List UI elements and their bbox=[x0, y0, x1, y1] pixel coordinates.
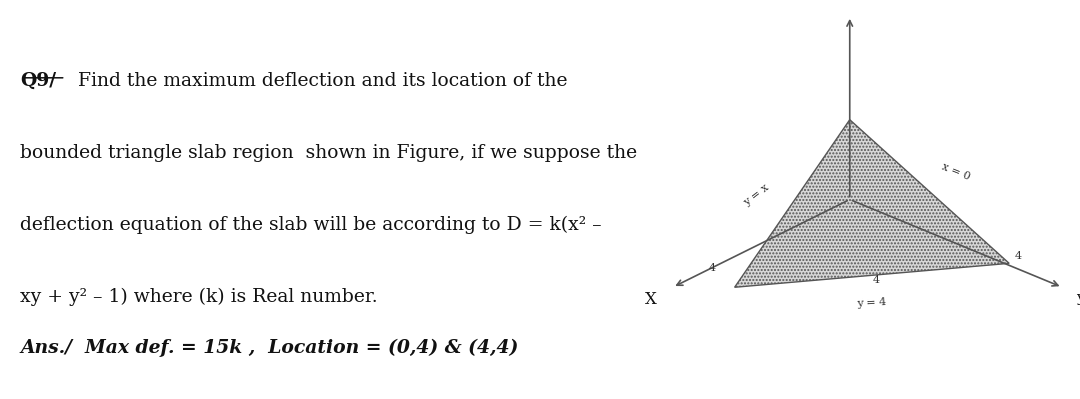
Text: deflection equation of the slab will be according to D = k(x² –: deflection equation of the slab will be … bbox=[21, 215, 602, 234]
Text: Find the maximum deflection and its location of the: Find the maximum deflection and its loca… bbox=[66, 72, 567, 90]
Text: y: y bbox=[1076, 291, 1080, 305]
Text: X: X bbox=[645, 291, 657, 308]
Text: Ans./  Max def. = 15k ,  Location = (0,4) & (4,4): Ans./ Max def. = 15k , Location = (0,4) … bbox=[21, 339, 518, 358]
Text: 4: 4 bbox=[708, 263, 716, 273]
Text: bounded triangle slab region  shown in Figure, if we suppose the: bounded triangle slab region shown in Fi… bbox=[21, 144, 637, 162]
Text: Q9/: Q9/ bbox=[21, 72, 56, 90]
Text: x = 0: x = 0 bbox=[941, 161, 972, 182]
Text: Z: Z bbox=[843, 0, 855, 4]
Text: 4: 4 bbox=[873, 275, 880, 285]
Text: y = 4: y = 4 bbox=[856, 297, 887, 309]
Text: xy + y² – 1) where (k) is Real number.: xy + y² – 1) where (k) is Real number. bbox=[21, 287, 378, 306]
Polygon shape bbox=[734, 120, 1009, 287]
Text: y = x: y = x bbox=[742, 183, 771, 208]
Text: 4: 4 bbox=[1014, 251, 1022, 261]
